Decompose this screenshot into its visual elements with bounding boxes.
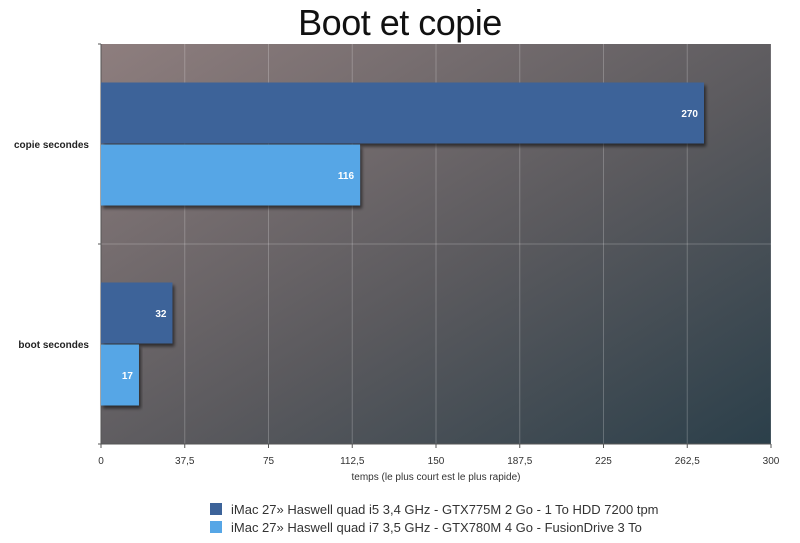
bars <box>101 82 704 406</box>
legend-item: iMac 27» Haswell quad i5 3,4 GHz - GTX77… <box>210 500 659 518</box>
legend: iMac 27» Haswell quad i5 3,4 GHz - GTX77… <box>210 500 659 536</box>
legend-label-series-2: iMac 27» Haswell quad i7 3,5 GHz - GTX78… <box>231 519 642 535</box>
category-label: copie secondes <box>14 140 89 151</box>
x-tick-label: 150 <box>428 456 445 467</box>
x-tick-label: 187,5 <box>507 456 532 467</box>
data-label: 116 <box>338 171 355 182</box>
x-tick-label: 75 <box>263 456 275 467</box>
data-label: 17 <box>122 371 134 382</box>
legend-swatch-series-1 <box>210 503 222 515</box>
data-label: 270 <box>681 109 698 120</box>
data-label: 32 <box>155 309 167 320</box>
labels: 0 37,5 75 112,5 150 187,5 225 262,5 300 copie sec… <box>14 109 780 467</box>
bar <box>101 144 361 206</box>
x-tick-label: 37,5 <box>175 456 195 467</box>
x-tick-label: 300 <box>763 456 780 467</box>
x-tick-label: 112,5 <box>340 456 365 467</box>
chart-title: Boot et copie <box>298 2 502 43</box>
legend-label-series-1: iMac 27» Haswell quad i5 3,4 GHz - GTX77… <box>231 501 659 517</box>
category-label: boot secondes <box>18 340 89 351</box>
bar <box>101 82 704 144</box>
x-axis-label: temps (le plus court est le plus rapide) <box>352 472 521 483</box>
x-tick-label: 262,5 <box>675 456 700 467</box>
legend-item: iMac 27» Haswell quad i7 3,5 GHz - GTX78… <box>210 518 659 536</box>
bar <box>101 282 173 344</box>
legend-swatch-series-2 <box>210 521 222 533</box>
x-tick-label: 225 <box>595 456 612 467</box>
bar <box>101 344 139 406</box>
x-tick-label: 0 <box>98 456 104 467</box>
